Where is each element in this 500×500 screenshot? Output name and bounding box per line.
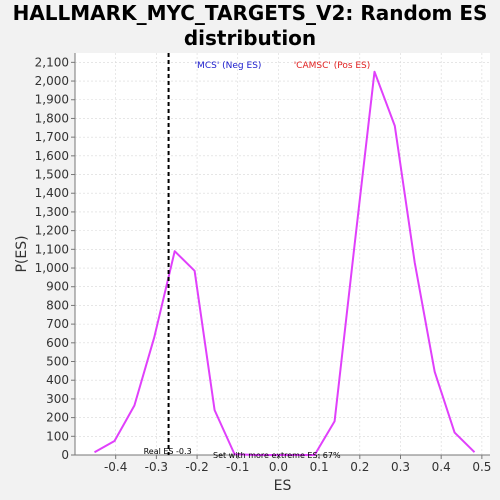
x-tick-label: 0.4 — [432, 460, 451, 474]
y-tick-label: 1,200 — [35, 224, 69, 238]
y-tick-label: 0 — [61, 448, 69, 462]
legend-pos-es: 'CAMSC' (Pos ES) — [294, 61, 371, 71]
y-tick-label: 200 — [46, 411, 69, 425]
y-tick-label: 1,800 — [35, 111, 69, 125]
series-line — [94, 70, 476, 456]
y-tick-label: 1,300 — [35, 205, 69, 219]
y-tick-label: 1,600 — [35, 149, 69, 163]
y-tick-label: 2,100 — [35, 55, 69, 69]
y-tick-label: 1,000 — [35, 261, 69, 275]
y-tick-label: 400 — [46, 373, 69, 387]
legend: 'MCS' (Neg ES) 'CAMSC' (Pos ES) — [195, 61, 371, 71]
y-tick-label: 300 — [46, 392, 69, 406]
real-es-annotation: Real ES -0.3 — [144, 447, 192, 456]
y-axis-title: P(ES) — [14, 235, 30, 272]
y-tick-label: 600 — [46, 336, 69, 350]
legend-neg-es: 'MCS' (Neg ES) — [195, 61, 262, 71]
y-tick-label: 700 — [46, 317, 69, 331]
grid — [75, 53, 490, 456]
y-tick-label: 1,900 — [35, 93, 69, 107]
y-tick-label: 800 — [46, 298, 69, 312]
x-tick-label: 0.3 — [391, 460, 410, 474]
y-tick-label: 1,400 — [35, 186, 69, 200]
y-tick-label: 1,700 — [35, 130, 69, 144]
annotations: Real ES -0.3 Set with more extreme ES: 67… — [144, 447, 341, 460]
y-tick-label: 1,500 — [35, 168, 69, 182]
x-tick-label: -0.4 — [104, 460, 127, 474]
tick-labels: 0 100 200 300 400 500 600 700 800 900 1,000 1,100 1,… — [35, 55, 492, 474]
x-axis-title: ES — [274, 478, 292, 494]
series-layer — [94, 70, 476, 456]
x-tick-label: -0.1 — [226, 460, 249, 474]
extreme-es-annotation: Set with more extreme ES: 67% — [213, 451, 341, 460]
plot-area — [75, 53, 490, 455]
y-tick-label: 500 — [46, 355, 69, 369]
y-tick-label: 100 — [46, 429, 69, 443]
chart-title: HALLMARK_MYC_TARGETS_V2: Random ES distr… — [12, 1, 488, 50]
y-tick-label: 1,100 — [35, 242, 69, 256]
x-tick-label: -0.2 — [185, 460, 208, 474]
x-tick-label: 0.2 — [350, 460, 369, 474]
y-tick-label: 900 — [46, 280, 69, 294]
x-tick-label: 0.5 — [472, 460, 491, 474]
x-tick-label: -0.3 — [145, 460, 168, 474]
y-tick-label: 2,000 — [35, 74, 69, 88]
x-tick-label: 0.1 — [310, 460, 329, 474]
x-tick-label: 0.0 — [269, 460, 288, 474]
